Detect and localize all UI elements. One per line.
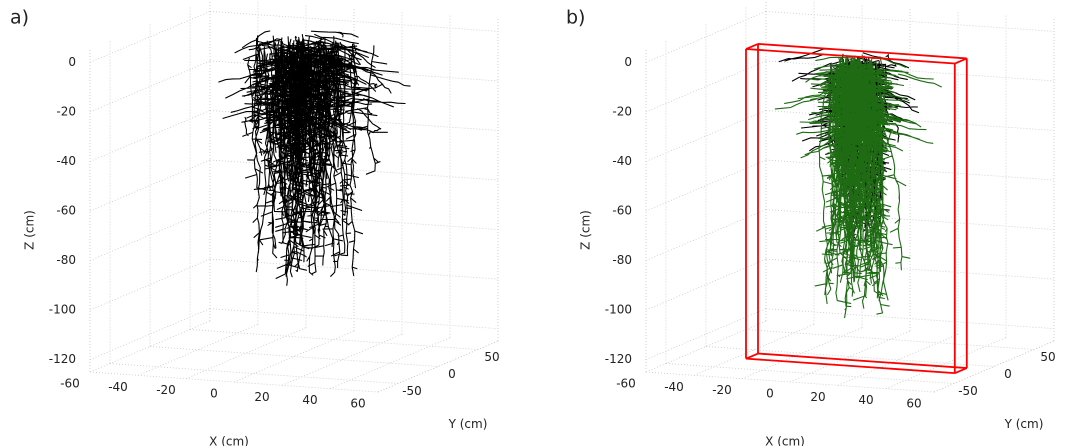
y-tick-label: -50 [402, 384, 422, 398]
y-axis-label: Y (cm) [1004, 417, 1044, 431]
grid-line [933, 340, 1055, 393]
x-tick-label: 40 [302, 393, 317, 407]
x-tick-label: -20 [156, 383, 176, 397]
x-tick-label: 60 [906, 397, 921, 411]
axes-panel: a) -60 -40 -20 0 20 40 60 -50 0 50 0 -20 -40 -60 -80 -10… [10, 0, 500, 446]
y-tick-label: 50 [484, 350, 499, 364]
grid-line [377, 340, 499, 393]
region-box-edge [745, 43, 759, 50]
grid-line [109, 363, 399, 384]
z-tick-label: -80 [612, 253, 632, 267]
region-box-edge [745, 48, 955, 65]
y-tick-label: 50 [1040, 350, 1055, 364]
x-tick-label: 0 [210, 387, 218, 401]
root-system [774, 54, 942, 319]
grid-line [645, 11, 767, 63]
grid-line [765, 159, 1055, 181]
grid-line [209, 308, 499, 330]
region-box-edge [954, 367, 968, 374]
x-tick-label: 40 [858, 393, 873, 407]
z-axis-label: Z (cm) [579, 210, 593, 250]
grid-line [89, 371, 379, 393]
grid-line [665, 363, 955, 384]
z-tick-label: -40 [612, 154, 632, 168]
grid-line [89, 110, 211, 162]
z-axis-label: Z (cm) [23, 210, 37, 250]
z-tick-label: -100 [605, 303, 632, 317]
grid-line [765, 258, 1055, 280]
x-tick-label: 20 [810, 390, 825, 404]
z-tick-label: -120 [605, 352, 632, 366]
x-tick-label: -60 [60, 377, 80, 391]
x-axis-label: X (cm) [209, 435, 249, 446]
region-box-edge [757, 43, 967, 60]
z-tick-label: -40 [56, 154, 76, 168]
grid-line [705, 346, 995, 367]
grid-line [149, 346, 439, 367]
grid-line [745, 329, 1035, 350]
grid-line [89, 159, 211, 212]
z-tick-label: 0 [68, 55, 76, 69]
grid-line [645, 159, 767, 212]
z-tick-label: -100 [49, 303, 76, 317]
grid-line [209, 258, 499, 280]
z-tick-label: -80 [56, 253, 76, 267]
x-tick-label: -20 [712, 383, 732, 397]
region-box-edge [757, 352, 967, 369]
grid-line [89, 11, 211, 63]
grid-line [89, 258, 211, 311]
grid-line [645, 258, 767, 311]
grid-line [189, 329, 479, 350]
region-box-edge [745, 352, 759, 360]
grid-line [89, 308, 211, 360]
axes-panel: b) -60 -40 -20 0 20 40 60 -50 0 50 0 -20 -40 -60 -80 -10… [566, 0, 1056, 446]
grid-line [209, 10, 499, 32]
x-axis-label: X (cm) [765, 435, 805, 446]
grid-line [765, 60, 1055, 82]
root-system [218, 30, 411, 286]
z-tick-label: -60 [612, 204, 632, 218]
y-tick-label: -50 [958, 384, 978, 398]
x-tick-label: -60 [616, 377, 636, 391]
z-tick-label: -20 [612, 104, 632, 118]
z-tick-label: 0 [624, 55, 632, 69]
panel-label: a) [10, 7, 29, 29]
panel-label: b) [566, 7, 585, 29]
z-tick-label: -60 [56, 204, 76, 218]
grid-line [645, 371, 935, 393]
region-box-edge [954, 57, 968, 65]
grid-line [89, 209, 211, 261]
grid-line [645, 60, 767, 113]
grid-line [89, 60, 211, 113]
y-tick-label: 0 [1004, 367, 1012, 381]
region-box-edge [745, 357, 955, 375]
grid-line [765, 209, 1055, 230]
x-tick-label: -40 [108, 380, 128, 394]
z-tick-label: -120 [49, 352, 76, 366]
grid-line [765, 308, 1055, 330]
x-tick-label: 0 [766, 387, 774, 401]
y-axis-label: Y (cm) [448, 417, 488, 431]
grid-line [765, 10, 1055, 32]
x-tick-label: 20 [254, 390, 269, 404]
z-tick-label: -20 [56, 104, 76, 118]
y-tick-label: 0 [448, 367, 456, 381]
x-tick-label: -40 [664, 380, 684, 394]
x-tick-label: 60 [350, 397, 365, 411]
